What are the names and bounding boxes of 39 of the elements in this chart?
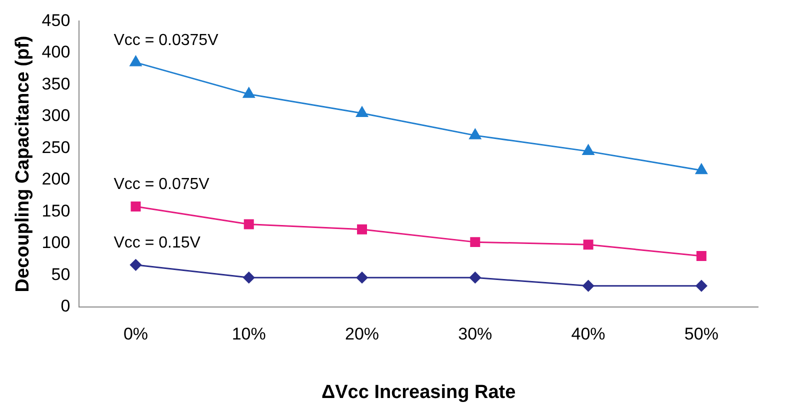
point	[696, 280, 708, 292]
point	[696, 251, 706, 262]
point	[243, 272, 255, 284]
y-tick-label: 400	[42, 42, 70, 62]
point	[469, 128, 482, 140]
y-tick-label: 200	[42, 170, 70, 189]
point	[470, 237, 480, 248]
x-tick-label: 0%	[123, 324, 148, 344]
x-tick-label: 10%	[232, 324, 266, 344]
y-tick-label: 150	[42, 201, 70, 220]
point	[130, 259, 142, 271]
y-tick-label: 0	[60, 296, 70, 316]
y-tick-label: 300	[42, 106, 70, 126]
x-tick-label: 30%	[458, 324, 492, 344]
point	[695, 164, 708, 174]
y-tick-label: 350	[42, 74, 70, 94]
point	[582, 144, 594, 156]
y-tick-label: 50	[51, 264, 70, 284]
x-tick-label: 20%	[344, 324, 380, 344]
point	[582, 280, 594, 292]
point	[242, 87, 255, 98]
y-tick-label: 100	[42, 233, 70, 252]
y-axis-title: Decoupling Capacitance (pf)	[12, 36, 34, 292]
x-tick-label: 50%	[684, 324, 718, 344]
point	[357, 224, 368, 234]
point	[130, 56, 142, 66]
x-tick-label: 40%	[571, 324, 606, 344]
y-tick-label: 450	[42, 10, 70, 30]
point	[244, 219, 254, 230]
point	[356, 106, 368, 117]
point	[583, 240, 594, 250]
series-label: Vcc = 0.0375V	[114, 32, 219, 49]
series-label: Vcc = 0.075V	[114, 176, 210, 193]
point	[356, 272, 368, 284]
point	[130, 202, 141, 212]
x-axis-title: ΔVcc Increasing Rate	[321, 382, 516, 403]
y-tick-label: 250	[42, 138, 70, 157]
series-label: Vcc = 0.15V	[114, 234, 201, 252]
point	[469, 272, 481, 284]
